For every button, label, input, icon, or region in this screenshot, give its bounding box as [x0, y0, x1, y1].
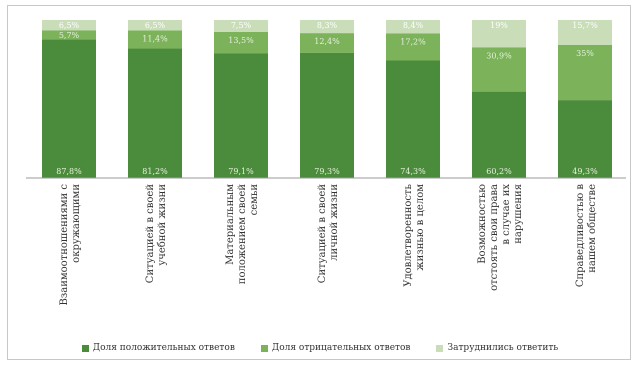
bar-segment-2-2 [214, 20, 268, 32]
category-label-line: Ситуацией в своей [317, 184, 328, 284]
category-label-line: Материальным [225, 184, 236, 265]
data-label-0-2: 79,1% [228, 167, 254, 176]
bar-segment-0-0 [42, 39, 96, 178]
bar-segment-1-0 [42, 30, 96, 40]
legend-label-negative: Доля отрицательных ответов [271, 343, 411, 353]
bar-segment-1-2 [214, 31, 268, 54]
chart-frame: 87,8% 5,7% 6,5% 81,2% 11,4% 6,5% 79,1% 13,5% 7,5… [7, 5, 631, 360]
data-label-2-3: 8,3% [317, 21, 338, 30]
data-label-0-0: 87,8% [56, 167, 82, 176]
category-label-line: семьи [249, 184, 260, 216]
legend-swatch-negative [260, 344, 268, 352]
legend-swatch-positive [81, 344, 89, 352]
data-label-0-3: 79,3% [314, 167, 340, 176]
category-label-2: Материальнымположением своейсемьи [225, 184, 260, 285]
data-label-0-4: 74,3% [400, 167, 426, 176]
category-label-line: учебной жизни [157, 184, 168, 266]
data-label-1-2: 13,5% [228, 36, 254, 45]
bar-segment-0-1 [128, 48, 182, 178]
bar-segment-2-6 [558, 20, 612, 45]
data-label-0-5: 60,2% [486, 167, 512, 176]
bar-segment-0-6 [558, 100, 612, 178]
category-label-line: положением своей [237, 184, 248, 285]
category-label-line: Справедливостью в [575, 184, 586, 288]
stacked-bar-chart: 87,8%5,7%6,5%81,2%11,4%6,5%79,1%13,5%7,5… [26, 20, 626, 306]
legend: Доля положительных ответов Доля отрицате… [8, 343, 632, 353]
category-label-4: Удовлетворенностьжизнью в целом [403, 183, 426, 286]
legend-item-undecided: Затруднились ответить [436, 343, 558, 353]
bar-segment-1-1 [128, 30, 182, 49]
category-label-line: Возможностью [477, 184, 488, 264]
data-label-2-5: 19% [490, 21, 508, 30]
bar-segment-2-0 [42, 20, 96, 31]
data-label-1-6: 35% [576, 49, 594, 58]
category-label-line: в случае их [501, 184, 512, 245]
bar-segment-2-4 [386, 20, 440, 34]
category-label-line: личной жизни [329, 184, 340, 261]
data-label-1-5: 30,9% [486, 51, 512, 60]
bar-segment-0-5 [472, 91, 526, 178]
bar-segment-2-3 [300, 20, 354, 34]
data-label-1-1: 11,4% [142, 34, 168, 43]
bar-segment-2-5 [472, 20, 526, 48]
category-label-line: жизнью в целом [415, 184, 426, 271]
bar-segment-1-3 [300, 33, 354, 53]
data-label-1-4: 17,2% [400, 37, 426, 46]
category-label-0: Взаимоотношениями сокружающими [59, 184, 82, 306]
legend-item-negative: Доля отрицательных ответов [260, 343, 411, 353]
bar-segment-0-3 [300, 52, 354, 178]
data-label-2-6: 15,7% [572, 21, 598, 30]
category-label-line: окружающими [71, 184, 82, 263]
data-label-2-4: 8,4% [403, 21, 424, 30]
data-label-1-3: 12,4% [314, 37, 340, 46]
category-label-1: Ситуацией в своейучебной жизни [145, 184, 168, 284]
bar-segment-0-2 [214, 53, 268, 179]
data-label-2-2: 7,5% [231, 21, 252, 30]
legend-swatch-undecided [436, 344, 444, 352]
legend-label-undecided: Затруднились ответить [447, 343, 559, 353]
bar-segment-0-4 [386, 60, 440, 178]
bar-segment-1-4 [386, 33, 440, 61]
category-label-3: Ситуацией в своейличной жизни [317, 184, 340, 284]
category-label-line: Удовлетворенность [403, 183, 414, 286]
bar-segment-1-5 [472, 47, 526, 92]
legend-item-positive: Доля положительных ответов [81, 343, 235, 353]
legend-label-positive: Доля положительных ответов [92, 343, 235, 353]
category-label-5: Возможностьюотстоять свои правав случае … [477, 184, 524, 291]
category-label-line: Взаимоотношениями с [59, 184, 70, 306]
data-label-1-0: 5,7% [59, 31, 80, 40]
category-label-6: Справедливостью внашем обществе [575, 184, 598, 288]
category-label-line: нашем обществе [587, 184, 598, 273]
category-label-line: отстоять свои права [489, 184, 500, 291]
data-label-0-6: 49,3% [572, 167, 598, 176]
data-label-0-1: 81,2% [142, 167, 168, 176]
data-label-2-1: 6,5% [145, 21, 166, 30]
category-label-line: нарушения [513, 184, 524, 244]
bar-segment-1-6 [558, 44, 612, 101]
category-label-line: Ситуацией в своей [145, 184, 156, 284]
data-label-2-0: 6,5% [59, 21, 80, 30]
bar-segment-2-1 [128, 20, 182, 31]
